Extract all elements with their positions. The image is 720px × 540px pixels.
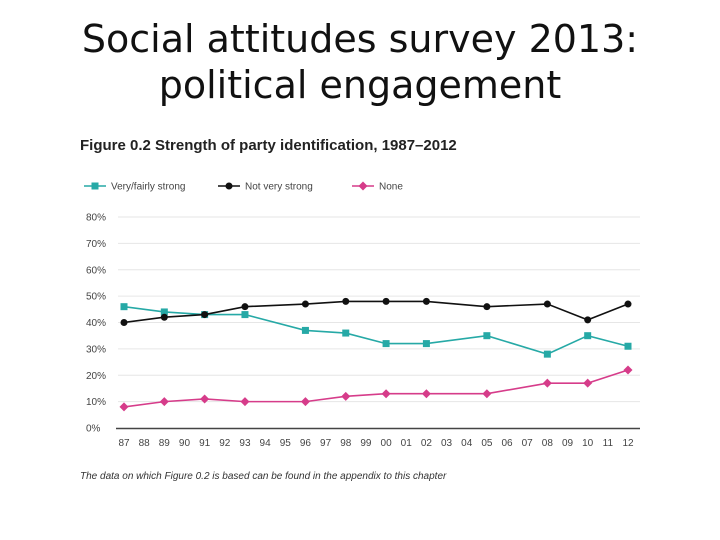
legend-label: Not very strong bbox=[245, 182, 313, 193]
y-tick-label: 30% bbox=[86, 344, 106, 355]
data-point bbox=[240, 397, 250, 407]
x-tick-label: 95 bbox=[280, 438, 292, 449]
data-point bbox=[624, 300, 632, 308]
data-point bbox=[483, 332, 491, 340]
x-tick-label: 94 bbox=[260, 438, 272, 449]
data-point bbox=[301, 326, 309, 334]
x-tick-label: 92 bbox=[219, 438, 231, 449]
data-point bbox=[422, 340, 430, 348]
data-point bbox=[342, 297, 350, 305]
x-tick-label: 89 bbox=[159, 438, 171, 449]
y-axis: 0% 10% 20% 30% 40% 50% 60% 70% 80% bbox=[86, 213, 106, 435]
x-tick-label: 12 bbox=[622, 438, 634, 449]
x-tick-label: 99 bbox=[360, 438, 372, 449]
y-tick-label: 0% bbox=[86, 424, 101, 435]
data-point bbox=[584, 316, 592, 324]
data-point bbox=[341, 391, 351, 401]
y-tick-label: 20% bbox=[86, 371, 106, 382]
data-point bbox=[300, 397, 310, 407]
figure-footnote: The data on which Figure 0.2 is based ca… bbox=[80, 471, 447, 482]
data-point bbox=[160, 313, 168, 321]
data-point bbox=[342, 329, 350, 337]
x-tick-label: 06 bbox=[501, 438, 513, 449]
y-tick-label: 40% bbox=[86, 318, 106, 329]
data-point bbox=[623, 365, 633, 375]
x-tick-label: 98 bbox=[340, 438, 352, 449]
y-tick-label: 70% bbox=[86, 239, 106, 250]
data-point bbox=[241, 311, 249, 319]
legend: Very/fairly strong Not very strong None bbox=[84, 181, 403, 193]
data-point bbox=[422, 297, 430, 305]
data-point bbox=[421, 389, 431, 399]
series-line bbox=[123, 300, 629, 324]
series-line bbox=[123, 305, 629, 356]
y-tick-label: 60% bbox=[86, 265, 106, 276]
x-tick-label: 09 bbox=[562, 438, 574, 449]
data-point bbox=[382, 340, 390, 348]
x-tick-label: 03 bbox=[441, 438, 453, 449]
x-axis: 87 88 89 90 91 92 93 94 95 96 97 98 99 00 01 02 03 04 05 06… bbox=[116, 427, 640, 449]
x-tick-label: 90 bbox=[179, 438, 191, 449]
x-tick-label: 01 bbox=[401, 438, 413, 449]
data-point bbox=[301, 300, 309, 308]
data-point bbox=[241, 303, 249, 311]
data-point bbox=[583, 378, 593, 388]
data-point bbox=[382, 297, 390, 305]
data-point bbox=[482, 389, 492, 399]
x-tick-label: 00 bbox=[381, 438, 393, 449]
data-point bbox=[160, 308, 168, 316]
x-tick-label: 88 bbox=[139, 438, 151, 449]
y-tick-label: 80% bbox=[86, 213, 106, 224]
x-tick-label: 07 bbox=[522, 438, 534, 449]
data-point bbox=[159, 397, 169, 407]
legend-marker bbox=[225, 182, 233, 190]
x-tick-label: 87 bbox=[118, 438, 130, 449]
series-group bbox=[119, 297, 633, 412]
x-tick-label: 10 bbox=[582, 438, 594, 449]
gridlines bbox=[118, 216, 640, 403]
data-point bbox=[200, 394, 210, 404]
data-point bbox=[120, 319, 128, 326]
data-point bbox=[201, 311, 209, 319]
series-line bbox=[123, 369, 629, 408]
data-point bbox=[119, 402, 129, 412]
data-point bbox=[543, 350, 551, 358]
legend-marker bbox=[91, 182, 99, 190]
data-point bbox=[584, 332, 592, 340]
y-tick-label: 50% bbox=[86, 292, 106, 303]
legend-marker bbox=[358, 181, 368, 191]
data-point bbox=[120, 303, 128, 311]
data-point bbox=[483, 303, 491, 311]
x-tick-label: 91 bbox=[199, 438, 211, 449]
x-tick-label: 05 bbox=[481, 438, 493, 449]
data-point bbox=[381, 389, 391, 399]
data-point bbox=[624, 342, 632, 350]
legend-label: None bbox=[379, 182, 403, 193]
y-tick-label: 10% bbox=[86, 397, 106, 408]
legend-label: Very/fairly strong bbox=[111, 182, 185, 193]
slide-title: Social attitudes survey 2013: political … bbox=[0, 16, 720, 108]
x-tick-label: 08 bbox=[542, 438, 554, 449]
x-tick-label: 97 bbox=[320, 438, 332, 449]
x-tick-label: 02 bbox=[421, 438, 433, 449]
x-tick-label: 96 bbox=[300, 438, 312, 449]
data-point bbox=[543, 300, 551, 308]
slide-title-line-1: Social attitudes survey 2013: bbox=[81, 17, 639, 61]
figure-title: Figure 0.2 Strength of party identificat… bbox=[80, 137, 457, 154]
x-tick-label: 04 bbox=[461, 438, 473, 449]
slide-title-line-2: political engagement bbox=[158, 63, 562, 107]
x-tick-label: 93 bbox=[239, 438, 251, 449]
x-tick-label: 11 bbox=[603, 438, 614, 449]
data-point bbox=[542, 378, 552, 388]
